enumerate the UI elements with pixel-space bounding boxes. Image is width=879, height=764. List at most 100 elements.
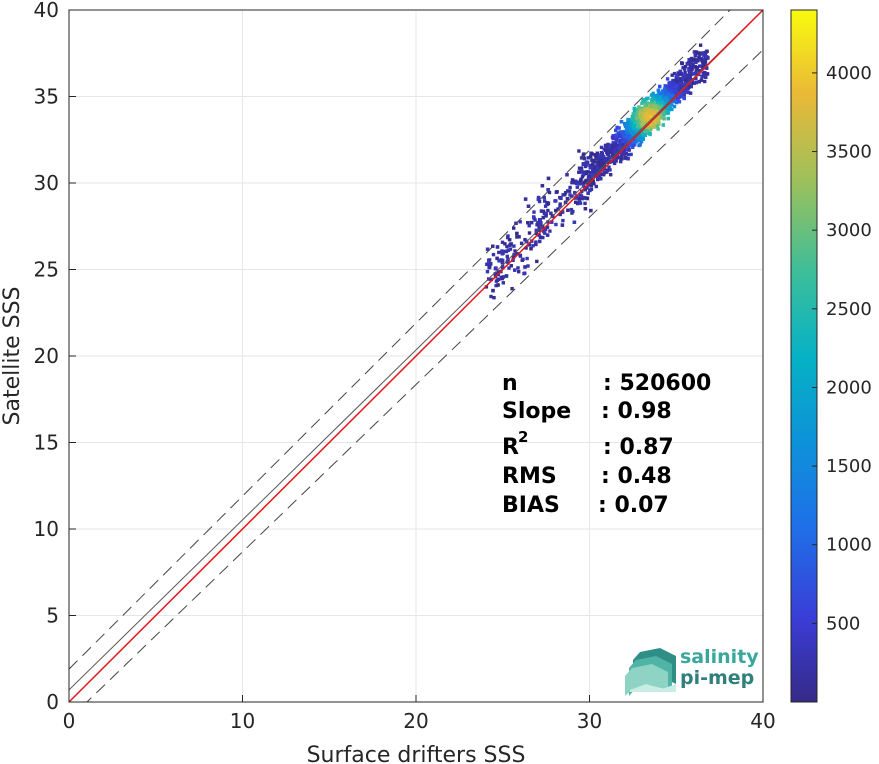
density-cell xyxy=(693,54,697,58)
density-cell xyxy=(633,143,637,147)
density-cell xyxy=(665,77,670,81)
regression-line xyxy=(69,10,763,691)
lower-bound-line xyxy=(86,49,763,702)
density-cell xyxy=(504,249,509,254)
density-cell xyxy=(695,58,699,62)
density-cell xyxy=(654,96,658,101)
density-cell xyxy=(622,129,626,134)
density-cell xyxy=(648,114,652,119)
density-cell xyxy=(620,156,624,161)
density-cell xyxy=(666,116,670,121)
density-cell xyxy=(624,127,629,131)
density-cell xyxy=(595,153,600,157)
density-cell xyxy=(526,204,531,208)
density-cell xyxy=(579,178,583,182)
density-cell xyxy=(497,250,501,255)
density-cell xyxy=(509,264,513,268)
density-cell xyxy=(519,241,524,245)
density-cell xyxy=(606,143,610,148)
stats-r2-value: : 0.87 xyxy=(603,435,674,460)
density-cell xyxy=(491,252,496,257)
density-cell xyxy=(671,82,675,86)
stats-slope-value: : 0.98 xyxy=(601,399,672,424)
density-cell xyxy=(626,134,630,139)
density-cell xyxy=(682,96,686,101)
wave-logo-icon xyxy=(625,648,676,696)
colorbar-tick-label: 500 xyxy=(826,613,860,634)
density-cell xyxy=(619,154,624,158)
density-cell xyxy=(629,152,633,157)
density-cell xyxy=(676,96,680,100)
density-cell xyxy=(604,150,609,155)
density-cell xyxy=(596,176,601,180)
x-tick-label: 20 xyxy=(403,709,428,733)
density-cell xyxy=(597,160,601,164)
density-cell xyxy=(580,197,584,201)
density-cell xyxy=(589,183,593,188)
density-cell xyxy=(608,168,612,172)
density-cell xyxy=(536,195,541,200)
colorbar-tick-label: 2500 xyxy=(826,299,872,320)
density-cell xyxy=(553,199,557,203)
density-cell xyxy=(628,143,633,147)
density-cell xyxy=(610,146,614,150)
density-cell xyxy=(663,88,667,93)
density-cell xyxy=(620,131,624,136)
density-cell xyxy=(558,204,562,208)
density-cell xyxy=(686,61,691,65)
density-cell xyxy=(650,108,654,113)
density-cell xyxy=(563,191,568,195)
density-cell xyxy=(606,152,610,157)
density-cell xyxy=(541,209,546,213)
density-cell xyxy=(671,84,676,89)
density-cell xyxy=(615,125,619,130)
density-cell xyxy=(644,128,649,133)
density-cell xyxy=(543,204,548,208)
density-cell xyxy=(543,227,548,232)
density-cell xyxy=(666,110,671,114)
density-cell xyxy=(626,144,630,148)
density-cell xyxy=(642,122,646,126)
density-cell xyxy=(686,73,691,78)
density-cell xyxy=(486,262,490,266)
density-cell xyxy=(663,84,667,88)
density-cell xyxy=(501,275,505,279)
density-cell xyxy=(635,116,639,120)
stats-box: n : 520600 Slope : 0.98 R 2 : 0.87 RMS :… xyxy=(502,371,711,518)
density-cell xyxy=(588,188,592,193)
density-cell xyxy=(651,91,655,96)
density-cell xyxy=(655,115,660,120)
density-cell xyxy=(671,99,676,103)
density-cell xyxy=(627,148,631,152)
density-cell xyxy=(613,151,617,155)
density-cell xyxy=(661,110,665,115)
density-cell xyxy=(649,93,654,97)
density-cell xyxy=(643,99,647,104)
density-cell xyxy=(603,143,608,148)
density-cell xyxy=(620,151,625,155)
y-axis-ticks: 0 5 10 15 20 25 30 35 40 xyxy=(34,0,76,714)
density-cell xyxy=(554,208,558,213)
density-cell xyxy=(702,65,706,69)
density-cell xyxy=(546,208,550,213)
density-cell xyxy=(591,179,595,184)
density-cell xyxy=(624,140,628,144)
density-cell xyxy=(626,125,630,129)
density-cell xyxy=(534,242,538,247)
density-cell xyxy=(689,56,694,61)
density-cell xyxy=(682,67,687,71)
density-cell xyxy=(568,185,572,190)
density-cell xyxy=(705,72,710,76)
density-cell xyxy=(626,130,630,134)
density-cell xyxy=(655,98,660,102)
density-cell xyxy=(487,258,491,262)
density-cell xyxy=(657,106,661,110)
density-cell xyxy=(499,275,504,280)
density-cell xyxy=(595,166,599,170)
density-cell xyxy=(523,265,527,269)
density-cell xyxy=(632,106,637,111)
density-cell xyxy=(508,247,513,251)
density-cell xyxy=(558,202,562,206)
density-cell xyxy=(607,165,611,169)
y-tick-label: 10 xyxy=(34,517,59,541)
